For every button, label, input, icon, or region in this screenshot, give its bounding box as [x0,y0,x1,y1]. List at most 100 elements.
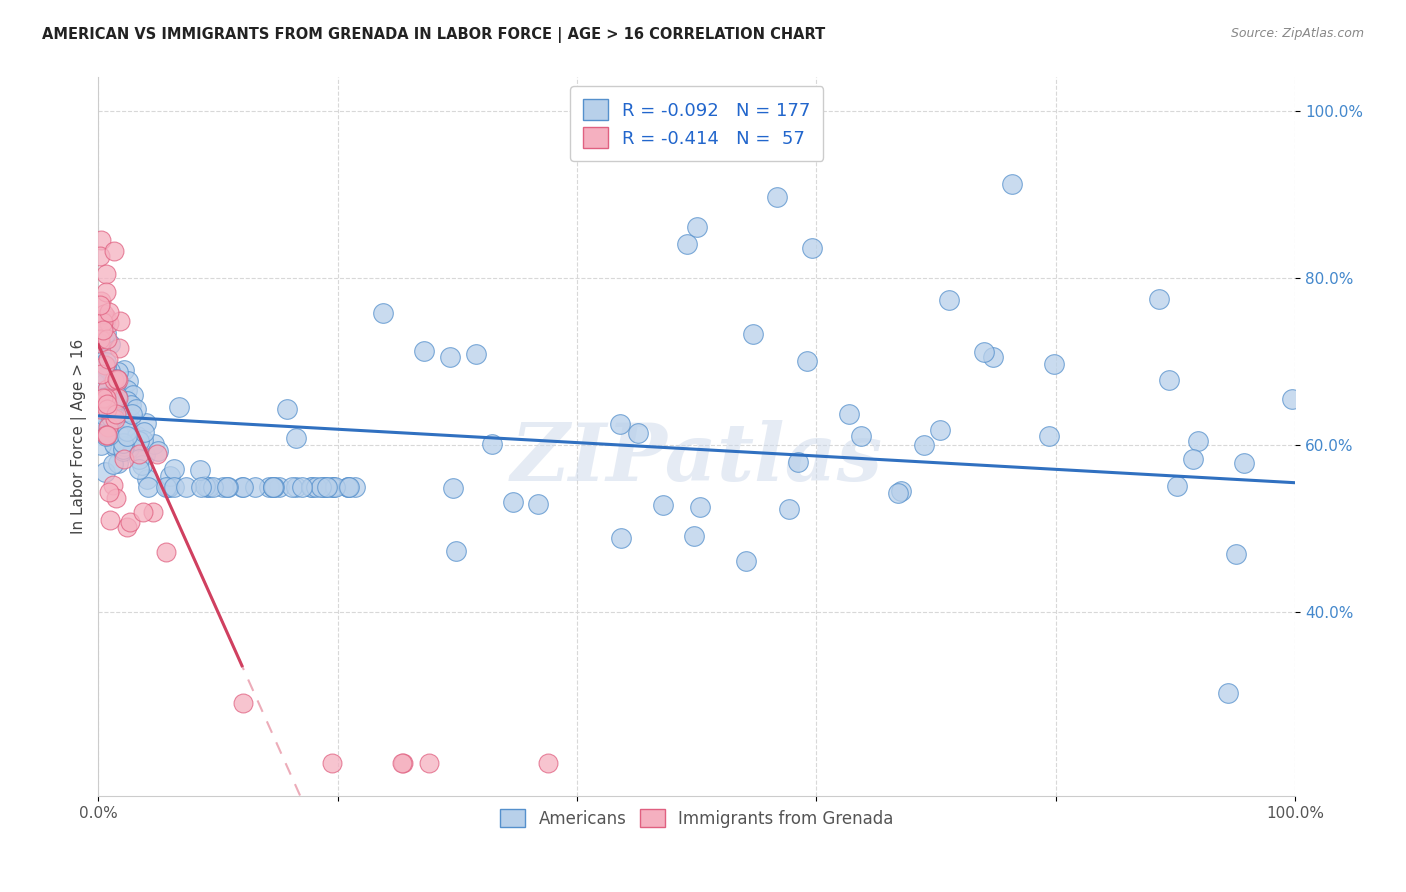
Point [107,391,129,405]
Point [1043,357,1066,371]
Point [337,480,360,494]
Point [115,436,138,450]
Point [176,480,198,494]
Point [89,402,111,417]
Point [1181,451,1204,466]
Point [312,480,335,494]
Point [104,412,127,426]
Point [94,358,117,372]
Point [127,429,149,443]
Point [103,437,125,451]
Point [118,412,141,426]
Point [93,362,115,376]
Point [94,312,117,326]
Point [89,325,111,339]
Point [1157,373,1180,387]
Point [103,244,125,258]
Point [96,427,118,442]
Point [890,483,912,498]
Point [938,293,960,307]
Point [120,515,142,529]
Point [132,505,155,519]
Point [912,438,935,452]
Point [97,351,120,366]
Point [89,335,111,350]
Point [111,435,134,450]
Point [627,425,650,440]
Point [232,696,254,710]
Point [90,438,112,452]
Point [262,480,284,494]
Point [1216,686,1239,700]
Point [91,384,114,398]
Point [321,480,343,494]
Point [412,344,434,359]
Point [96,401,118,416]
Point [94,428,117,442]
Point [263,480,285,494]
Point [157,480,180,494]
Point [94,429,117,443]
Point [929,423,952,437]
Point [371,305,394,319]
Point [131,458,153,472]
Point [100,402,122,417]
Point [281,480,304,494]
Point [101,373,124,387]
Text: ZIPatlas: ZIPatlas [510,419,883,497]
Point [685,219,707,234]
Point [103,373,125,387]
Point [796,354,818,368]
Point [502,495,524,509]
Point [682,528,704,542]
Point [96,418,118,433]
Point [159,469,181,483]
Point [285,480,308,494]
Point [100,384,122,399]
Point [94,355,117,369]
Point [94,310,117,325]
Point [94,376,117,390]
Point [465,347,488,361]
Point [675,237,697,252]
Y-axis label: In Labor Force | Age > 16: In Labor Force | Age > 16 [72,339,87,534]
Point [138,479,160,493]
Point [125,402,148,417]
Point [391,756,413,770]
Point [91,369,114,384]
Point [98,513,121,527]
Point [243,480,266,494]
Point [651,498,673,512]
Point [100,408,122,422]
Legend: Americans, Immigrants from Grenada: Americans, Immigrants from Grenada [494,803,900,835]
Point [107,365,129,379]
Point [257,480,280,494]
Point [190,480,212,494]
Point [441,481,464,495]
Point [96,332,118,346]
Point [851,429,873,443]
Point [195,480,218,494]
Point [1038,429,1060,443]
Point [128,451,150,466]
Point [284,431,307,445]
Point [98,316,121,330]
Point [104,372,127,386]
Point [93,390,115,404]
Point [1225,547,1247,561]
Point [217,480,239,494]
Point [787,455,810,469]
Point [98,419,121,434]
Point [93,307,115,321]
Point [439,350,461,364]
Point [93,465,115,479]
Point [887,485,910,500]
Point [155,480,177,494]
Point [111,411,134,425]
Point [103,376,125,391]
Point [1281,392,1303,406]
Point [94,360,117,375]
Point [117,374,139,388]
Point [97,390,120,404]
Point [111,380,134,394]
